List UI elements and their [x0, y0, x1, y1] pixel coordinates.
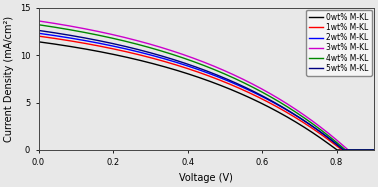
0wt% M-KL	[199, 77, 204, 79]
3wt% M-KL	[36, 20, 41, 22]
2wt% M-KL	[362, 149, 367, 151]
Line: 5wt% M-KL: 5wt% M-KL	[39, 30, 374, 150]
4wt% M-KL	[362, 149, 367, 151]
4wt% M-KL	[191, 60, 195, 62]
Line: 2wt% M-KL: 2wt% M-KL	[39, 33, 374, 150]
0wt% M-KL	[36, 41, 41, 43]
4wt% M-KL	[36, 24, 41, 26]
1wt% M-KL	[362, 149, 366, 151]
2wt% M-KL	[372, 149, 376, 151]
Legend: 0wt% M-KL, 1wt% M-KL, 2wt% M-KL, 3wt% M-KL, 4wt% M-KL, 5wt% M-KL: 0wt% M-KL, 1wt% M-KL, 2wt% M-KL, 3wt% M-…	[306, 10, 372, 76]
4wt% M-KL	[300, 116, 305, 118]
3wt% M-KL	[199, 60, 204, 62]
Y-axis label: Current Density (mA/cm²): Current Density (mA/cm²)	[4, 16, 14, 142]
4wt% M-KL	[199, 63, 204, 66]
1wt% M-KL	[36, 35, 41, 37]
4wt% M-KL	[362, 149, 366, 151]
4wt% M-KL	[372, 149, 376, 151]
0wt% M-KL	[53, 43, 58, 45]
Line: 1wt% M-KL: 1wt% M-KL	[39, 36, 374, 150]
0wt% M-KL	[191, 74, 195, 76]
1wt% M-KL	[191, 69, 195, 71]
Line: 4wt% M-KL: 4wt% M-KL	[39, 25, 374, 150]
1wt% M-KL	[300, 121, 305, 123]
3wt% M-KL	[362, 149, 366, 151]
2wt% M-KL	[53, 35, 58, 37]
2wt% M-KL	[362, 149, 366, 151]
1wt% M-KL	[339, 149, 344, 151]
0wt% M-KL	[335, 149, 339, 151]
3wt% M-KL	[53, 22, 58, 25]
2wt% M-KL	[191, 67, 195, 69]
0wt% M-KL	[362, 149, 367, 151]
4wt% M-KL	[53, 26, 58, 28]
1wt% M-KL	[372, 149, 376, 151]
0wt% M-KL	[372, 149, 376, 151]
3wt% M-KL	[191, 57, 195, 59]
Line: 3wt% M-KL: 3wt% M-KL	[39, 21, 374, 150]
2wt% M-KL	[342, 149, 347, 151]
3wt% M-KL	[346, 149, 350, 151]
2wt% M-KL	[36, 32, 41, 34]
3wt% M-KL	[372, 149, 376, 151]
3wt% M-KL	[300, 113, 305, 115]
5wt% M-KL	[53, 32, 58, 34]
5wt% M-KL	[362, 149, 367, 151]
Line: 0wt% M-KL: 0wt% M-KL	[39, 42, 374, 150]
0wt% M-KL	[362, 149, 366, 151]
5wt% M-KL	[362, 149, 366, 151]
1wt% M-KL	[53, 37, 58, 40]
5wt% M-KL	[341, 149, 345, 151]
1wt% M-KL	[199, 72, 204, 74]
4wt% M-KL	[343, 149, 348, 151]
5wt% M-KL	[191, 65, 195, 67]
5wt% M-KL	[199, 68, 204, 70]
3wt% M-KL	[362, 149, 367, 151]
5wt% M-KL	[36, 29, 41, 32]
2wt% M-KL	[199, 70, 204, 72]
5wt% M-KL	[300, 119, 305, 121]
X-axis label: Voltage (V): Voltage (V)	[179, 173, 233, 183]
5wt% M-KL	[372, 149, 376, 151]
2wt% M-KL	[300, 119, 305, 121]
0wt% M-KL	[300, 125, 305, 127]
1wt% M-KL	[362, 149, 367, 151]
